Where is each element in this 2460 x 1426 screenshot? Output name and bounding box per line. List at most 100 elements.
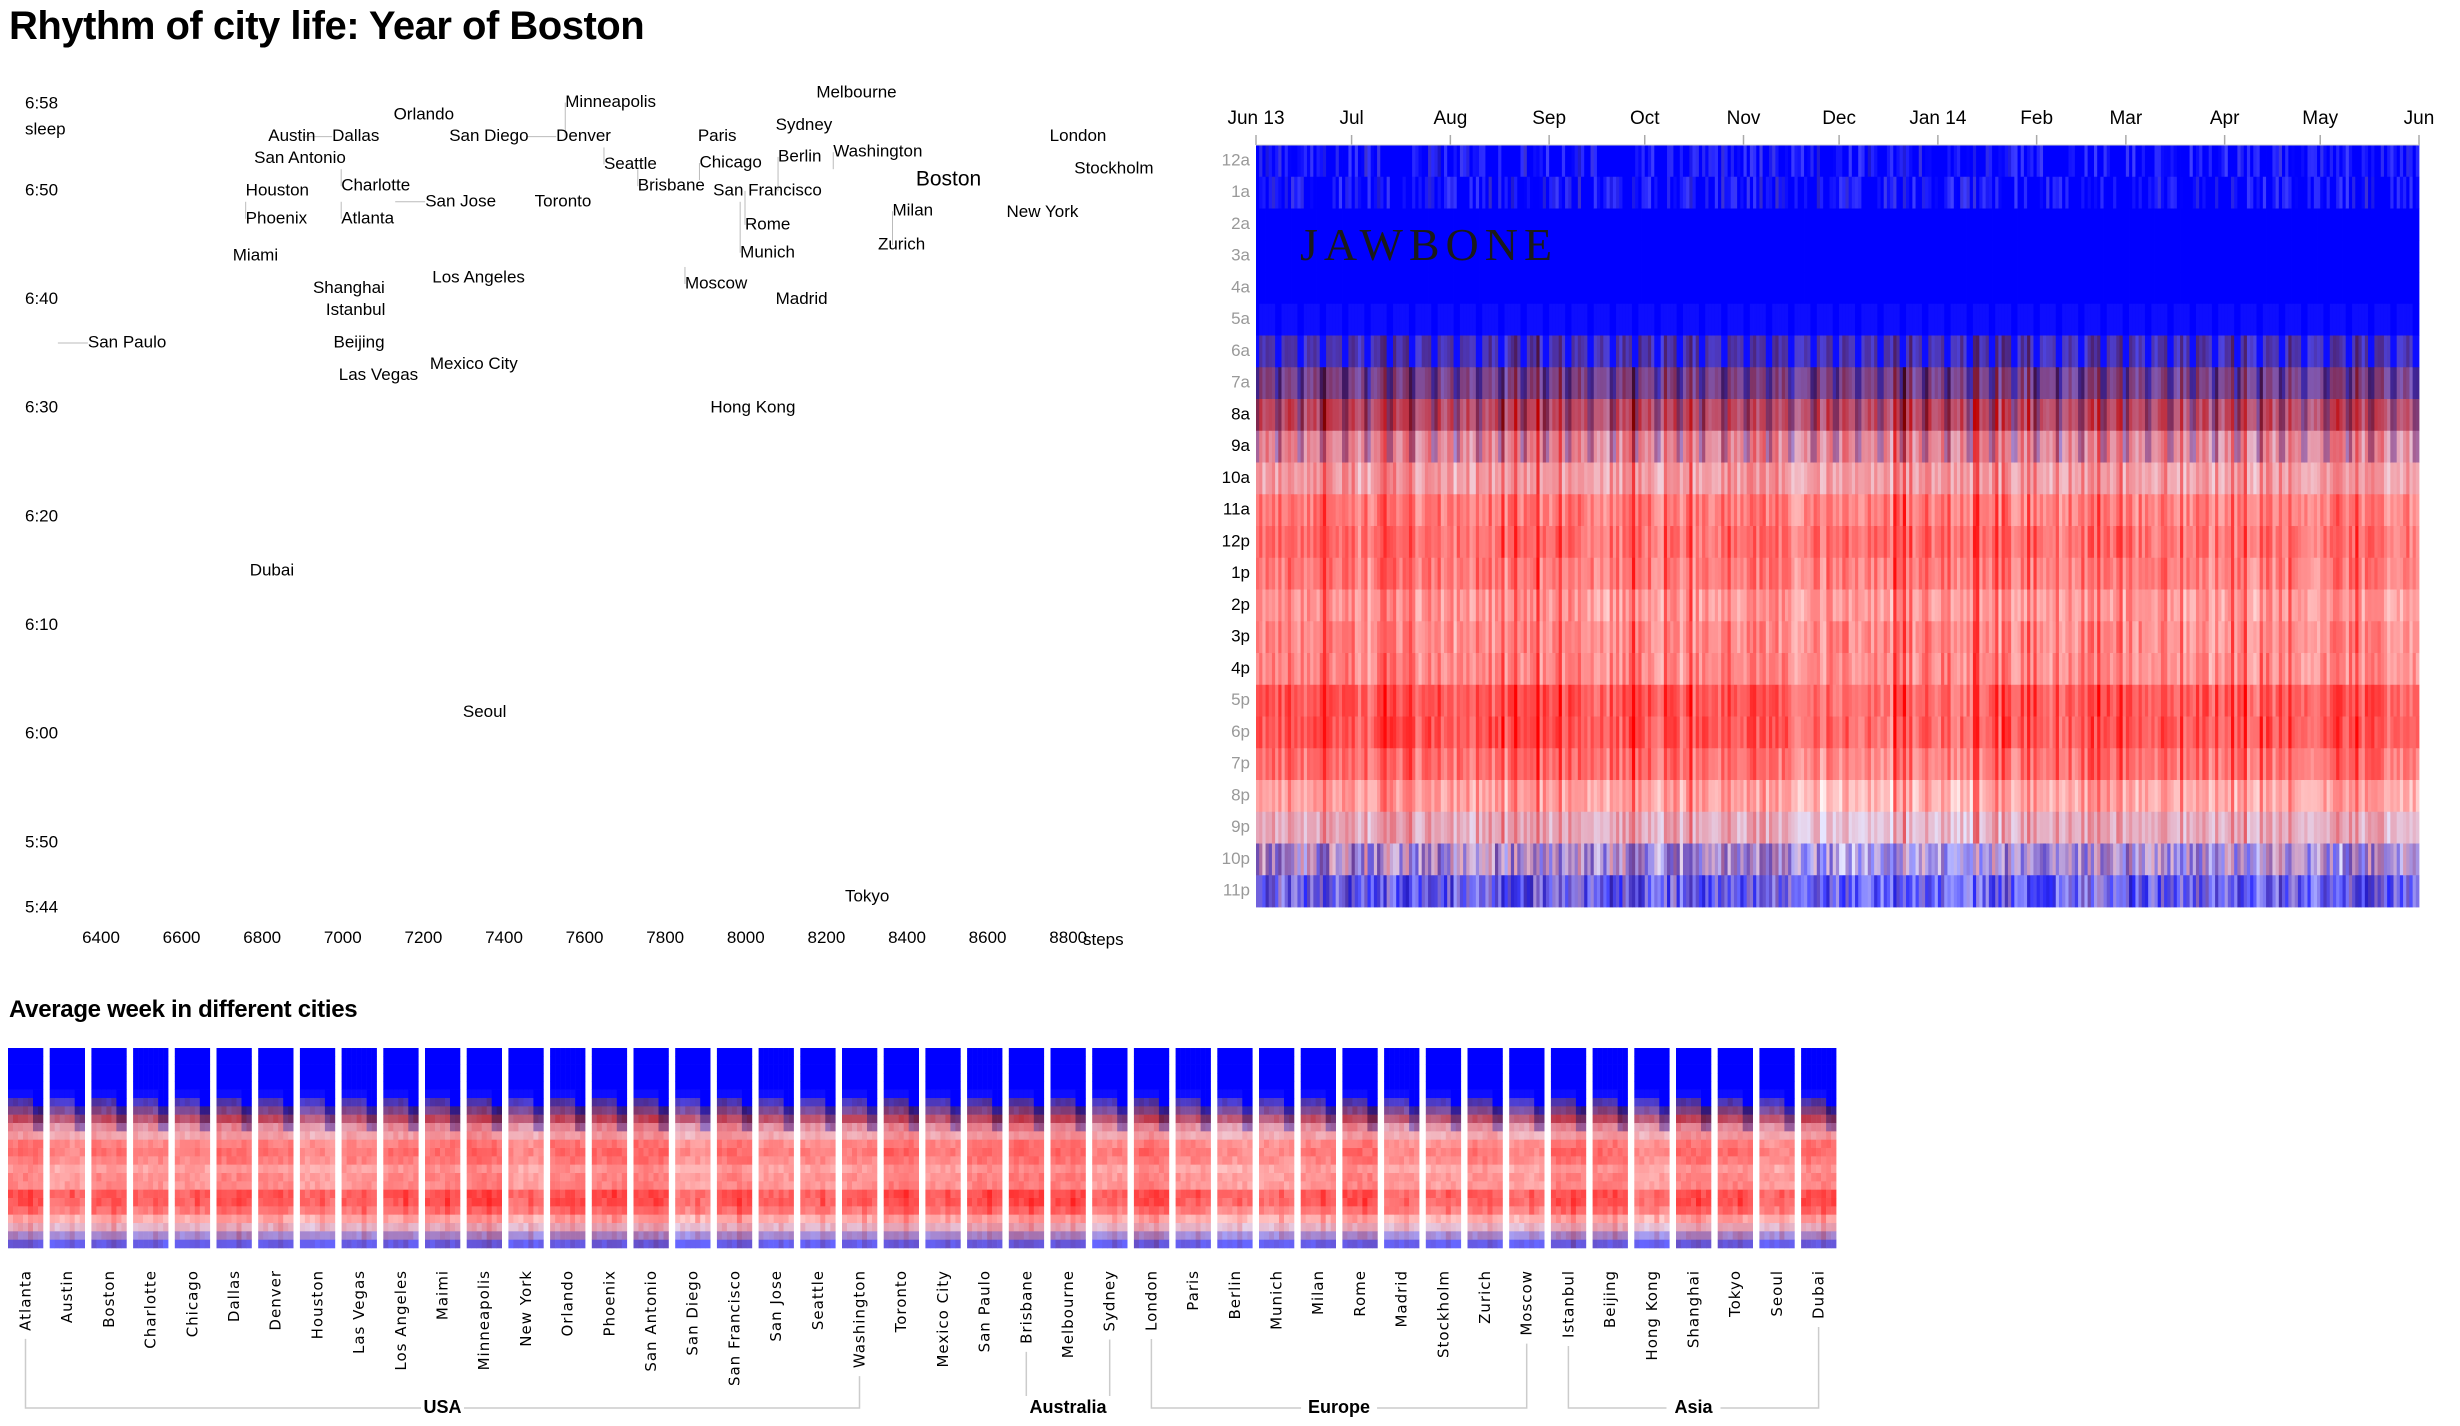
heatmap-cell	[1530, 717, 1534, 749]
heatmap-cell	[1712, 431, 1716, 463]
heatmap-cell	[1581, 653, 1585, 685]
heatmap-cell	[1266, 558, 1270, 590]
heatmap-cell	[1332, 748, 1336, 780]
heatmap-cell	[1498, 145, 1502, 177]
heatmap-cell	[1900, 875, 1904, 907]
heatmap-cell	[1364, 494, 1368, 526]
heatmap-cell	[1718, 748, 1722, 780]
heatmap-cell	[1485, 653, 1489, 685]
heatmap-cell	[1390, 844, 1394, 876]
heatmap-cell	[1371, 177, 1375, 209]
heatmap-cell	[1380, 431, 1384, 463]
heatmap-cell	[1638, 463, 1642, 495]
heatmap-cell	[1779, 653, 1783, 685]
heatmap-cell	[1788, 875, 1792, 907]
heatmap-cell	[1415, 844, 1419, 876]
heatmap-cell	[1285, 685, 1289, 717]
heatmap-cell	[1527, 526, 1531, 558]
heatmap-cell	[1865, 463, 1869, 495]
heatmap-cell	[1673, 844, 1677, 876]
heatmap-cell	[1657, 177, 1661, 209]
heatmap-cell	[1775, 590, 1779, 622]
heatmap-cell	[1520, 463, 1524, 495]
heatmap-cell	[1393, 272, 1397, 304]
heatmap-cell	[1403, 875, 1407, 907]
heatmap-cell	[1546, 431, 1550, 463]
heatmap-cell	[1903, 621, 1907, 653]
heatmap-cell	[1288, 717, 1292, 749]
heatmap-cell	[1352, 494, 1356, 526]
heatmap-cell	[1613, 717, 1617, 749]
heatmap-cell	[1536, 875, 1540, 907]
heatmap-cell	[1591, 494, 1595, 526]
heatmap-cell	[1817, 399, 1821, 431]
heatmap-cell	[1753, 812, 1757, 844]
heatmap-cell	[1352, 399, 1356, 431]
heatmap-cell	[1654, 304, 1658, 336]
heatmap-cell	[1533, 780, 1537, 812]
heatmap-cell	[1871, 875, 1875, 907]
heatmap-cell	[1893, 336, 1897, 368]
heatmap-cell	[1399, 494, 1403, 526]
heatmap-cell	[1842, 463, 1846, 495]
heatmap-cell	[1482, 463, 1486, 495]
heatmap-cell	[1584, 431, 1588, 463]
heatmap-cell	[1457, 463, 1461, 495]
heatmap-cell	[1454, 177, 1458, 209]
heatmap-cell	[1629, 780, 1633, 812]
heatmap-cell	[1782, 177, 1786, 209]
heatmap-cell	[1575, 685, 1579, 717]
heatmap-cell	[1422, 653, 1426, 685]
x-tick-label: 8000	[727, 928, 765, 947]
heatmap-cell	[1734, 240, 1738, 272]
heatmap-cell	[1712, 812, 1716, 844]
heatmap-cell	[1881, 685, 1885, 717]
heatmap-cell	[1769, 621, 1773, 653]
heatmap-cell	[1549, 780, 1553, 812]
heatmap-cell	[1272, 177, 1276, 209]
heatmap-cell	[1782, 812, 1786, 844]
heatmap-cell	[1498, 304, 1502, 336]
heatmap-cell	[1874, 209, 1878, 241]
heatmap-cell	[1884, 367, 1888, 399]
heatmap-cell	[1861, 717, 1865, 749]
heatmap-cell	[1332, 590, 1336, 622]
heatmap-cell	[1896, 812, 1900, 844]
heatmap-cell	[1708, 145, 1712, 177]
heatmap-cell	[1804, 780, 1808, 812]
heatmap-cell	[1540, 748, 1544, 780]
heatmap-cell	[1291, 272, 1295, 304]
heatmap-cell	[1345, 685, 1349, 717]
heatmap-cell	[1364, 272, 1368, 304]
heatmap-cell	[1415, 463, 1419, 495]
heatmap-cell	[1884, 336, 1888, 368]
heatmap-cell	[1285, 431, 1289, 463]
heatmap-cell	[1619, 463, 1623, 495]
heatmap-cell	[1361, 272, 1365, 304]
heatmap-cell	[1549, 653, 1553, 685]
heatmap-cell	[1616, 812, 1620, 844]
heatmap-cell	[1307, 685, 1311, 717]
heatmap-cell	[1498, 812, 1502, 844]
heatmap-cell	[1600, 748, 1604, 780]
heatmap-cell	[1689, 431, 1693, 463]
heatmap-cell	[1269, 717, 1273, 749]
heatmap-cell	[1610, 812, 1614, 844]
heatmap-cell	[1667, 844, 1671, 876]
heatmap-cell	[1524, 272, 1528, 304]
heatmap-cell	[1884, 304, 1888, 336]
heatmap-cell	[1852, 621, 1856, 653]
heatmap-cell	[1842, 812, 1846, 844]
heatmap-cell	[1670, 875, 1674, 907]
heatmap-cell	[1463, 272, 1467, 304]
heatmap-cell	[1342, 844, 1346, 876]
heatmap-cell	[1696, 844, 1700, 876]
heatmap-cell	[1454, 844, 1458, 876]
heatmap-cell	[1696, 748, 1700, 780]
heatmap-cell	[1476, 653, 1480, 685]
heatmap-cell	[1320, 399, 1324, 431]
heatmap-cell	[1645, 558, 1649, 590]
heatmap-cell	[1329, 558, 1333, 590]
heatmap-cell	[1438, 177, 1442, 209]
heatmap-cell	[1361, 145, 1365, 177]
